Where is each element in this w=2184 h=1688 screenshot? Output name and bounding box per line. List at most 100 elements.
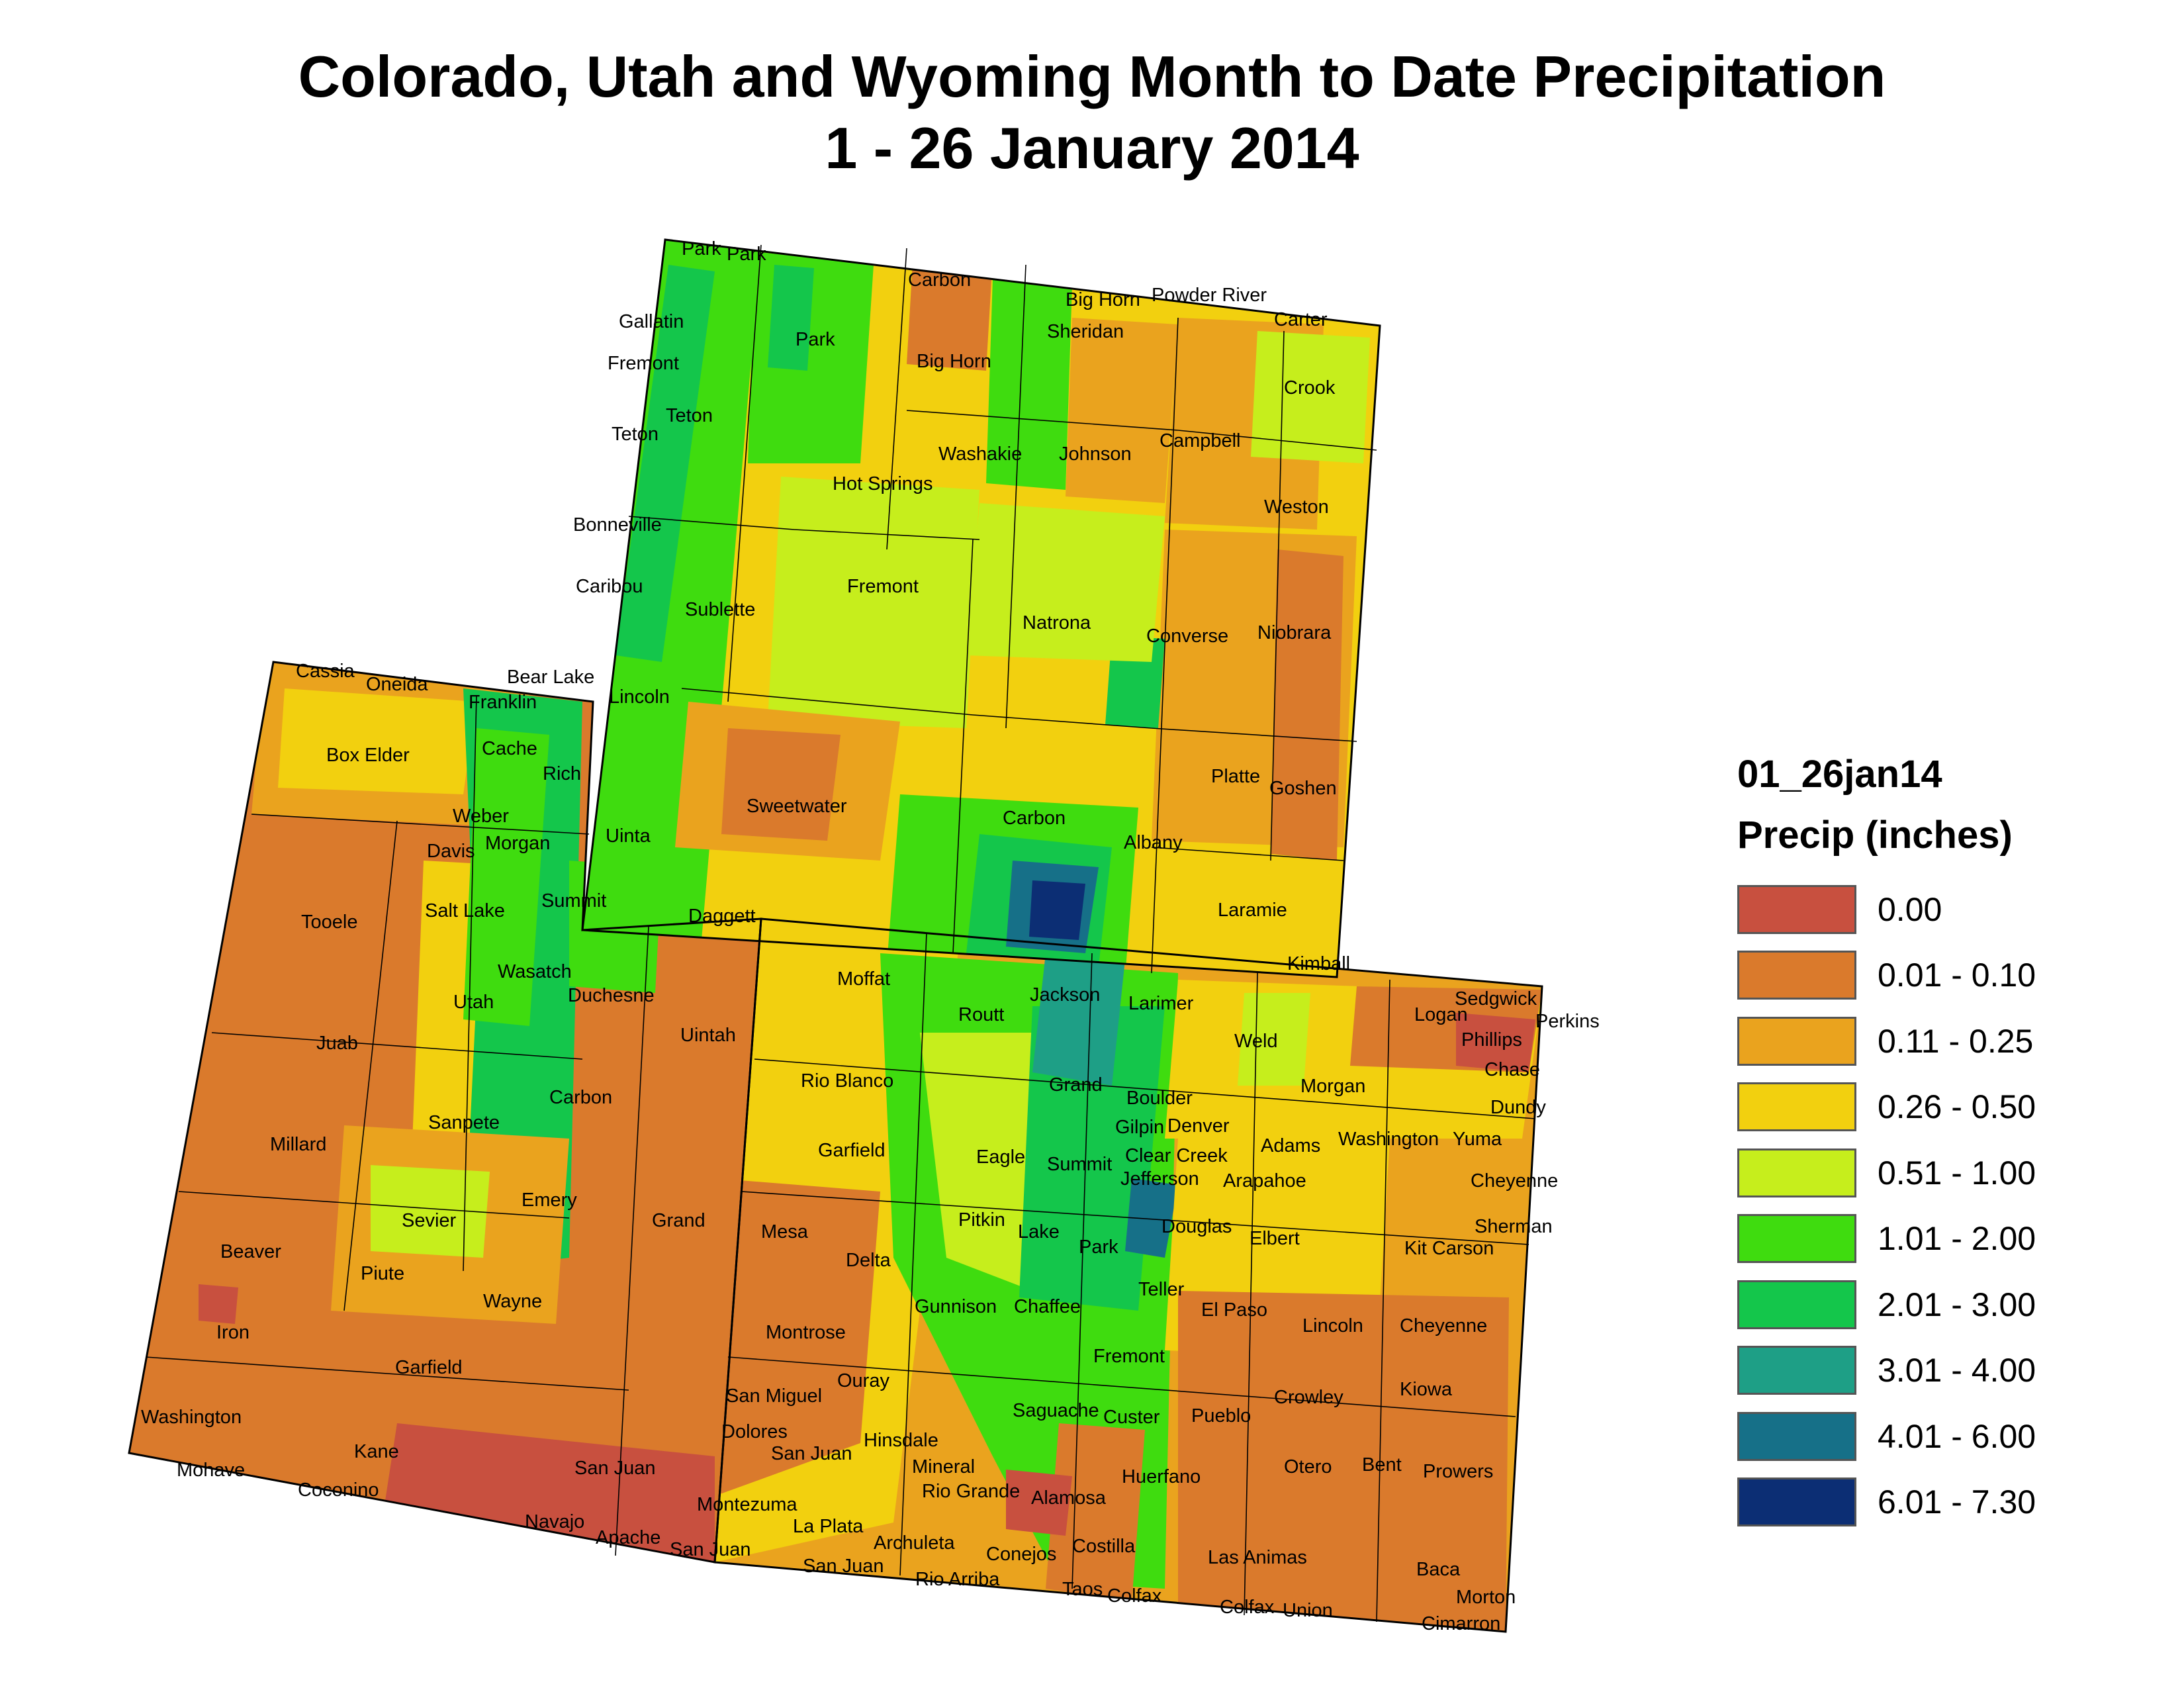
county-label: Baca xyxy=(1416,1559,1461,1580)
legend-swatch xyxy=(1737,1214,1856,1264)
county-label: Tooele xyxy=(301,912,357,933)
county-label: Logan xyxy=(1414,1004,1468,1025)
county-label: Carbon xyxy=(1003,808,1066,829)
county-label: Grand xyxy=(652,1210,705,1231)
county-label: Crook xyxy=(1284,377,1336,399)
county-label: Jefferson xyxy=(1120,1168,1199,1190)
county-label: Elbert xyxy=(1250,1228,1300,1249)
county-label: San Miguel xyxy=(726,1385,822,1407)
legend-item: 0.26 - 0.50 xyxy=(1737,1074,2174,1141)
county-label: Weld xyxy=(1234,1031,1278,1052)
legend-item: 0.01 - 0.10 xyxy=(1737,943,2174,1009)
county-label: Carbon xyxy=(549,1087,612,1108)
county-label: Oneida xyxy=(366,674,428,695)
legend-swatch xyxy=(1737,1016,1856,1066)
legend-layer-id: 01_26jan14 xyxy=(1737,753,1942,796)
county-label: Ouray xyxy=(837,1370,889,1391)
county-label: Phillips xyxy=(1461,1029,1522,1051)
legend-item: 0.00 xyxy=(1737,876,2174,943)
county-label: Gunnison xyxy=(915,1296,997,1317)
county-label: Rio Blanco xyxy=(801,1070,893,1092)
county-lines xyxy=(145,244,1536,1622)
county-label: Teton xyxy=(666,405,713,426)
county-label: Cimarron xyxy=(1422,1613,1500,1634)
county-label: Mohave xyxy=(177,1460,245,1481)
county-label: Natrona xyxy=(1023,612,1091,633)
legend-swatch xyxy=(1737,1346,1856,1395)
county-label: Hinsdale xyxy=(864,1430,938,1451)
county-label: Rio Arriba xyxy=(915,1569,1000,1590)
legend-swatch xyxy=(1737,1148,1856,1197)
county-label: Gallatin xyxy=(619,311,684,332)
county-label: San Juan xyxy=(771,1443,852,1464)
county-label: Caribou xyxy=(576,576,643,597)
colorado-region xyxy=(715,919,1542,1632)
county-label: Montrose xyxy=(766,1322,846,1343)
county-label: Piute xyxy=(361,1263,404,1284)
county-label: Alamosa xyxy=(1031,1487,1107,1509)
county-label: Las Animas xyxy=(1208,1547,1307,1568)
county-label: Morton xyxy=(1456,1587,1516,1608)
county-label: Sheridan xyxy=(1047,321,1124,342)
county-label: Mineral xyxy=(912,1456,975,1477)
county-label: Sedgwick xyxy=(1455,988,1537,1009)
county-label: Summit xyxy=(541,890,606,912)
county-label: Emery xyxy=(522,1190,577,1211)
county-label: Iron xyxy=(216,1322,250,1343)
county-label: Delta xyxy=(846,1250,891,1271)
county-label: Fremont xyxy=(1093,1346,1165,1367)
legend-swatch xyxy=(1737,884,1856,934)
county-label: Campbell xyxy=(1160,430,1241,451)
county-label: Adams xyxy=(1261,1135,1320,1156)
county-label: Big Horn xyxy=(917,351,991,372)
legend-label: 1.01 - 2.00 xyxy=(1878,1220,2036,1258)
legend-label: 0.26 - 0.50 xyxy=(1878,1088,2036,1126)
county-label: Sevier xyxy=(402,1210,457,1231)
county-label: Prowers xyxy=(1423,1461,1493,1482)
county-label: Saguache xyxy=(1013,1400,1099,1421)
county-label: Sherman xyxy=(1475,1216,1553,1237)
county-label: Garfield xyxy=(818,1140,886,1161)
county-label: Chase xyxy=(1484,1059,1540,1080)
map-title: Colorado, Utah and Wyoming Month to Date… xyxy=(0,41,2184,184)
county-label: Boulder xyxy=(1126,1088,1193,1109)
county-label: Carbon xyxy=(908,269,971,291)
county-label-layer: Park Park Carbon Big Horn Powder River C… xyxy=(141,238,1600,1634)
county-label: Otero xyxy=(1284,1456,1332,1477)
county-label: Rio Grande xyxy=(922,1481,1020,1502)
county-label: Johnson xyxy=(1059,444,1132,465)
county-label: Conejos xyxy=(986,1544,1056,1565)
legend-swatch xyxy=(1737,951,1856,1000)
legend-swatch xyxy=(1737,1082,1856,1132)
state-boundaries xyxy=(128,238,1543,1633)
county-label: Bear Lake xyxy=(507,667,594,688)
county-label: Carter xyxy=(1274,309,1328,330)
county-label: Larimer xyxy=(1128,993,1194,1014)
county-label: Cheyenne xyxy=(1400,1315,1487,1336)
utah-boundary xyxy=(128,661,762,1564)
county-label: Costilla xyxy=(1072,1536,1136,1557)
county-label: Daggett xyxy=(688,906,756,927)
county-label: Union xyxy=(1283,1600,1333,1621)
county-label: Morgan xyxy=(1300,1076,1365,1097)
county-label: Kit Carson xyxy=(1404,1238,1494,1259)
county-label: Utah xyxy=(453,992,494,1013)
legend-label: 3.01 - 4.00 xyxy=(1878,1352,2036,1389)
county-label: Montezuma xyxy=(697,1494,797,1515)
legend-label: 0.00 xyxy=(1878,890,1942,928)
county-label: Colfax xyxy=(1107,1585,1162,1607)
county-label: Routt xyxy=(958,1004,1004,1025)
county-label: Lincoln xyxy=(1302,1315,1363,1336)
county-label: Park xyxy=(1079,1237,1118,1258)
county-label: Niobrara xyxy=(1257,622,1332,643)
legend-item: 6.01 - 7.30 xyxy=(1737,1470,2174,1536)
utah-region xyxy=(129,662,761,1562)
county-label: Platte xyxy=(1211,766,1260,787)
legend-item: 2.01 - 3.00 xyxy=(1737,1272,2174,1338)
county-label: Coconino xyxy=(298,1479,379,1501)
county-label: Yuma xyxy=(1453,1129,1502,1150)
county-label: Dundy xyxy=(1490,1097,1546,1118)
county-label: Chaffee xyxy=(1014,1296,1081,1317)
county-label: San Juan xyxy=(670,1539,751,1560)
legend-label: 0.51 - 1.00 xyxy=(1878,1154,2036,1192)
